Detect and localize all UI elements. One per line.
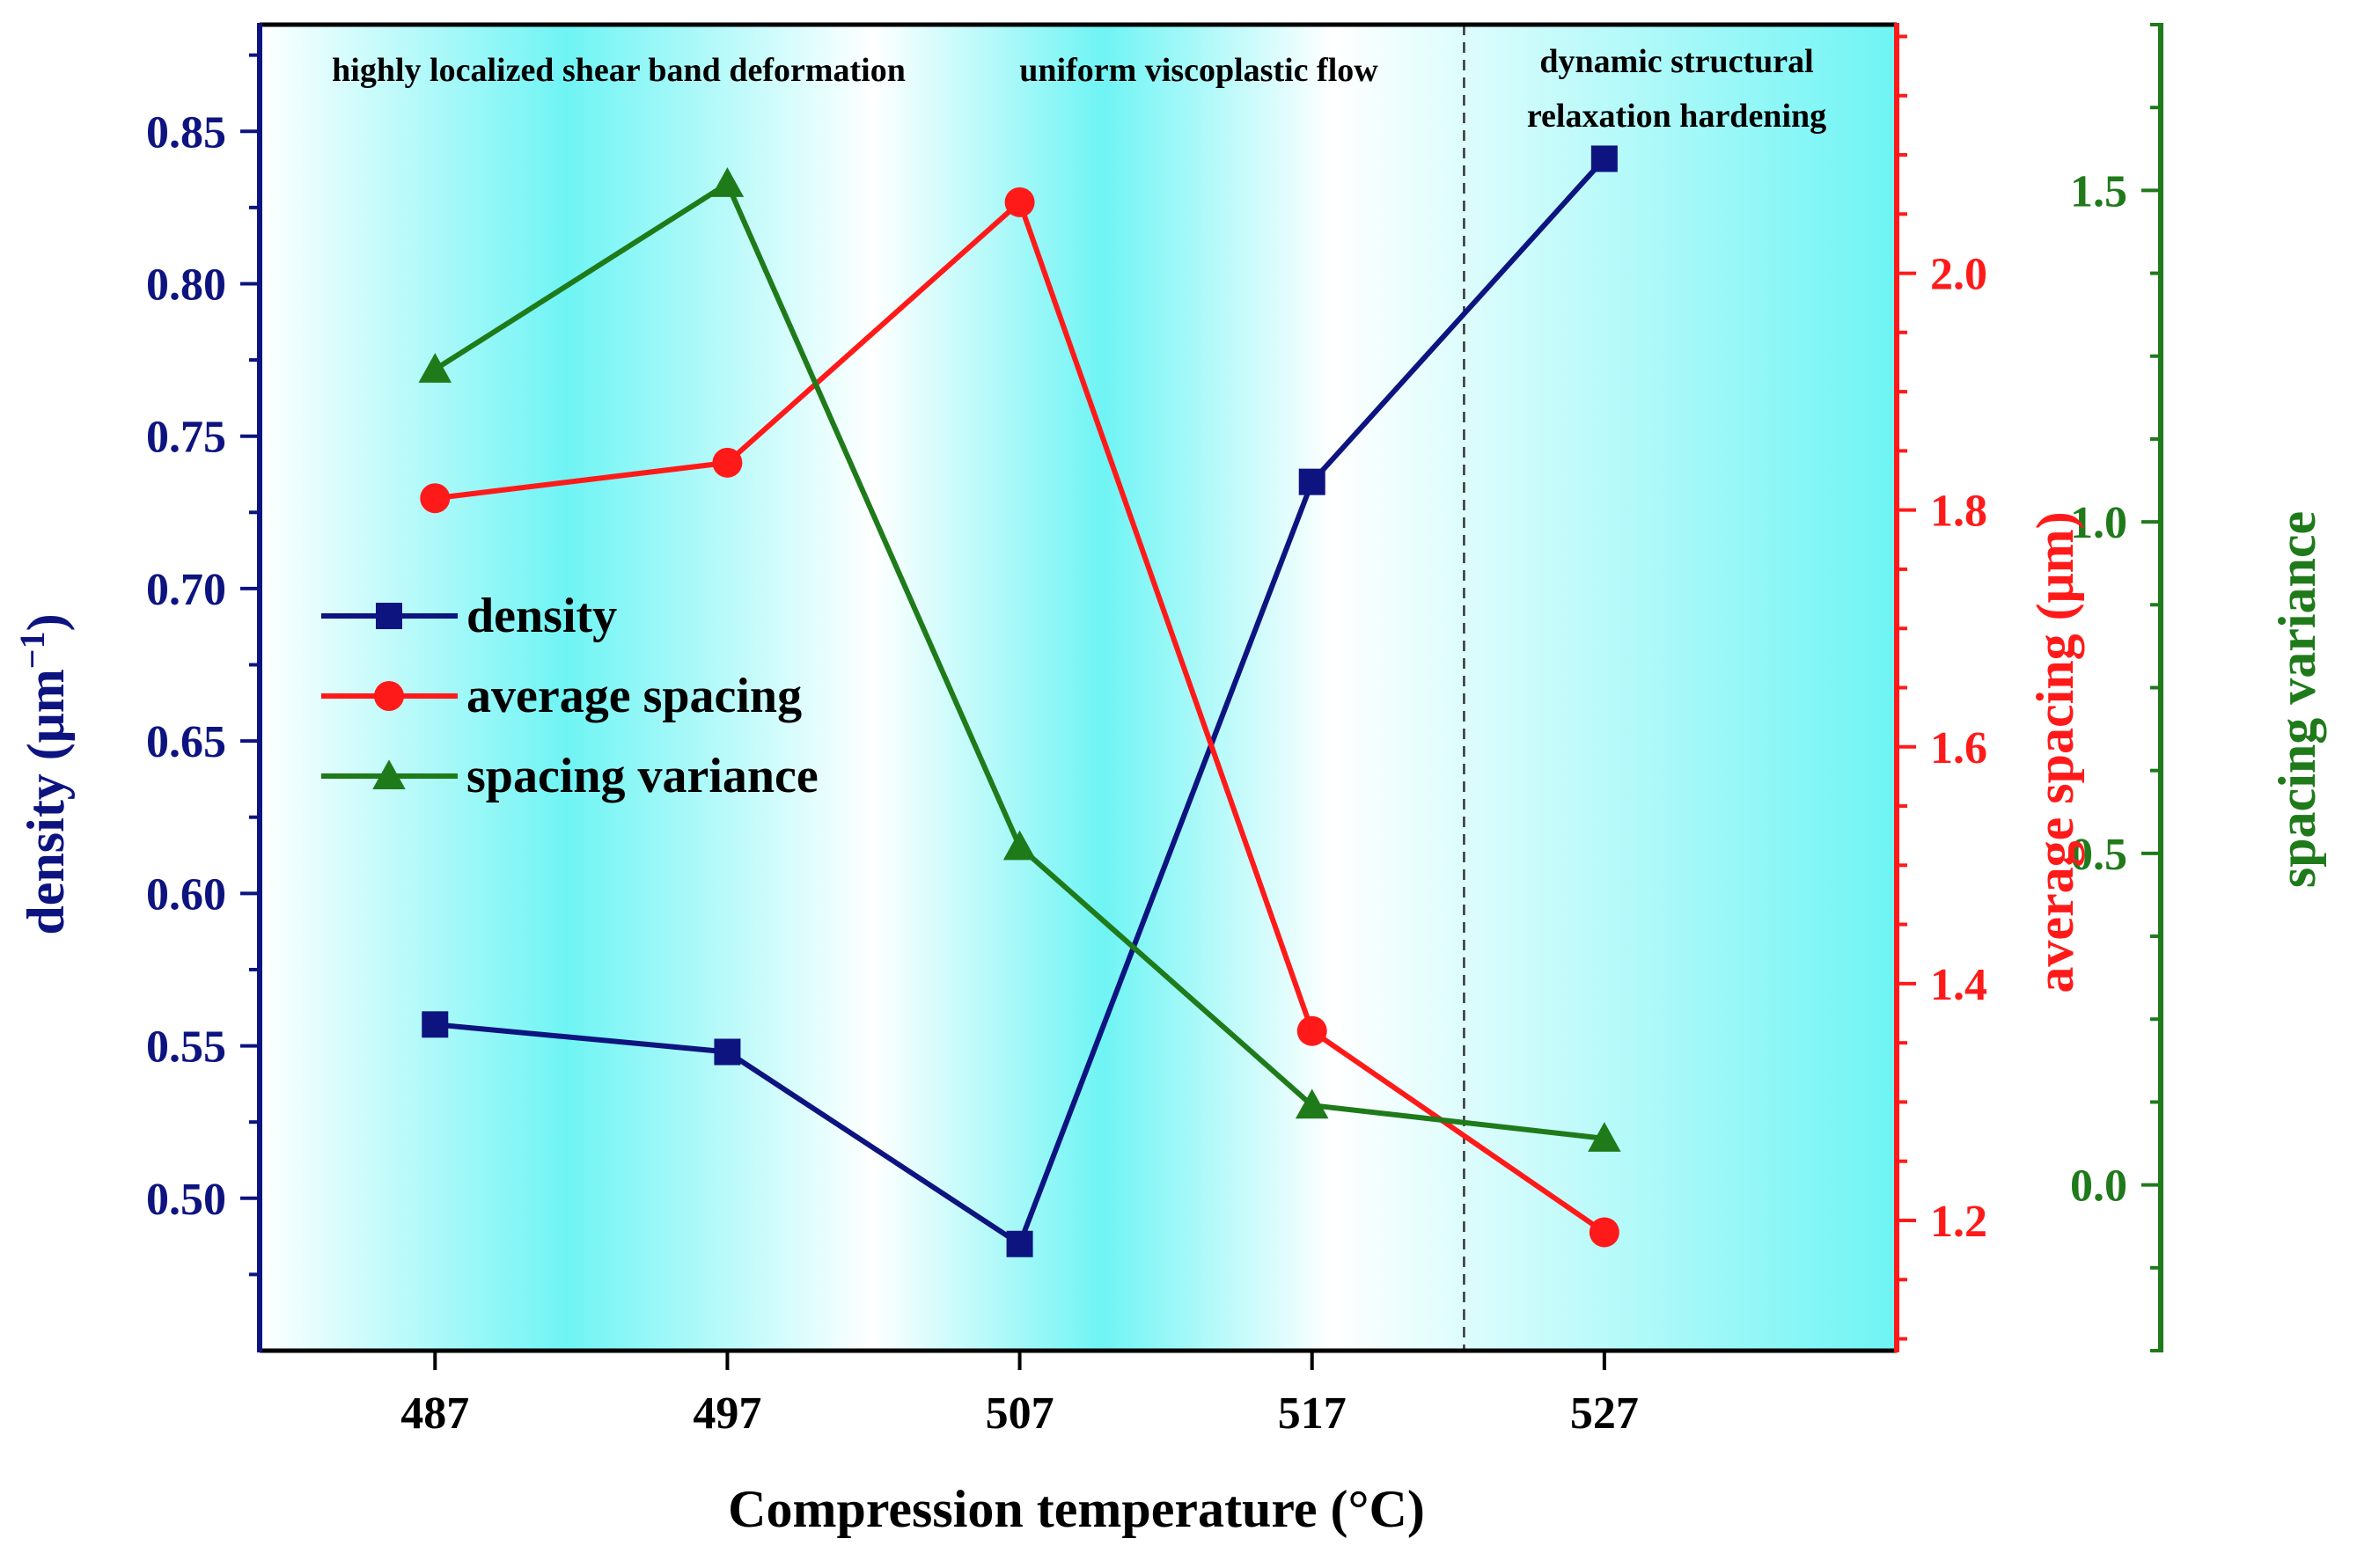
series [418, 145, 1621, 1257]
data-point-average-spacing [1589, 1217, 1619, 1248]
right2-tick-label: 0.0 [2070, 1161, 2127, 1212]
left-axis-title: density (μm−1) [12, 613, 75, 934]
region-labels: highly localized shear band deformation u… [332, 43, 1826, 135]
right1-tick-label: 1.4 [1930, 960, 1987, 1010]
left-tick-label: 0.65 [146, 717, 226, 767]
background-bands [260, 25, 1897, 1351]
right-axis-title-spacing-variance: spacing variance [2268, 511, 2326, 888]
left-tick-label: 0.50 [146, 1175, 226, 1225]
left-tick-label: 0.60 [146, 869, 226, 920]
band-viscoplastic-flow [873, 25, 1333, 1351]
data-point-spacing-variance [710, 167, 745, 197]
data-point-spacing-variance [1295, 1088, 1329, 1119]
left-tick-label: 0.85 [146, 107, 226, 158]
region-label-shear-band: highly localized shear band deformation [332, 52, 906, 89]
x-tick-label: 487 [400, 1388, 469, 1439]
region-label-relaxation-hardening: dynamic structural [1539, 43, 1813, 80]
data-point-spacing-variance [1002, 830, 1037, 861]
region-label-viscoplastic-flow: uniform viscoplastic flow [1019, 52, 1378, 89]
band-relaxation-hardening [1332, 25, 1897, 1351]
left-axis-title-main: density (μm [17, 669, 75, 934]
region-label-relaxation-hardening: relaxation hardening [1527, 98, 1826, 135]
data-point-density [1298, 468, 1325, 495]
legend-label-average-spacing: average spacing [466, 669, 802, 723]
data-point-density [422, 1011, 449, 1038]
data-point-spacing-variance [418, 353, 452, 383]
x-tick-label: 517 [1278, 1388, 1347, 1439]
left-axis-title-superscript: −1 [12, 631, 52, 669]
left-tick-label: 0.70 [146, 565, 226, 615]
left-axis-title-close: ) [17, 613, 75, 631]
legend: density average spacing spacing variance [321, 589, 819, 803]
right1-tick-label: 1.6 [1930, 723, 1987, 773]
data-point-average-spacing [712, 447, 743, 478]
legend-label-spacing-variance: spacing variance [466, 749, 819, 803]
x-axis-title: Compression temperature (°C) [728, 1480, 1425, 1538]
left-tick-label: 0.75 [146, 413, 226, 463]
right2-tick-label: 1.0 [2070, 498, 2127, 548]
legend-marker-average-spacing [374, 681, 404, 711]
x-tick-label: 497 [693, 1388, 761, 1439]
left-tick-label: 0.80 [146, 260, 226, 310]
axes: 487 497 507 517 527 0.50 0.55 0.60 0.65 0.70 0.75 0… [146, 22, 2163, 1439]
legend-marker-density [376, 603, 402, 629]
right1-tick-label: 1.2 [1930, 1197, 1987, 1247]
data-point-average-spacing [420, 483, 451, 514]
right1-tick-label: 2.0 [1930, 250, 1987, 300]
left-tick-label: 0.55 [146, 1022, 226, 1073]
right-axis-title-average-spacing: average spacing (μm) [2026, 511, 2084, 993]
data-point-density [1590, 145, 1618, 172]
legend-label-density: density [466, 589, 617, 643]
right1-tick-label: 1.8 [1930, 487, 1987, 537]
data-point-average-spacing [1004, 187, 1035, 217]
x-tick-label: 507 [986, 1388, 1054, 1439]
data-point-density [714, 1038, 741, 1066]
legend-marker-spacing-variance [372, 759, 406, 789]
data-point-density [1006, 1230, 1033, 1257]
band-shear-deformation [260, 25, 874, 1351]
right2-tick-label: 1.5 [2070, 166, 2127, 216]
x-tick-label: 527 [1570, 1388, 1639, 1439]
right2-tick-label: 0.5 [2070, 830, 2127, 880]
data-point-average-spacing [1296, 1015, 1327, 1046]
data-point-spacing-variance [1588, 1122, 1621, 1152]
